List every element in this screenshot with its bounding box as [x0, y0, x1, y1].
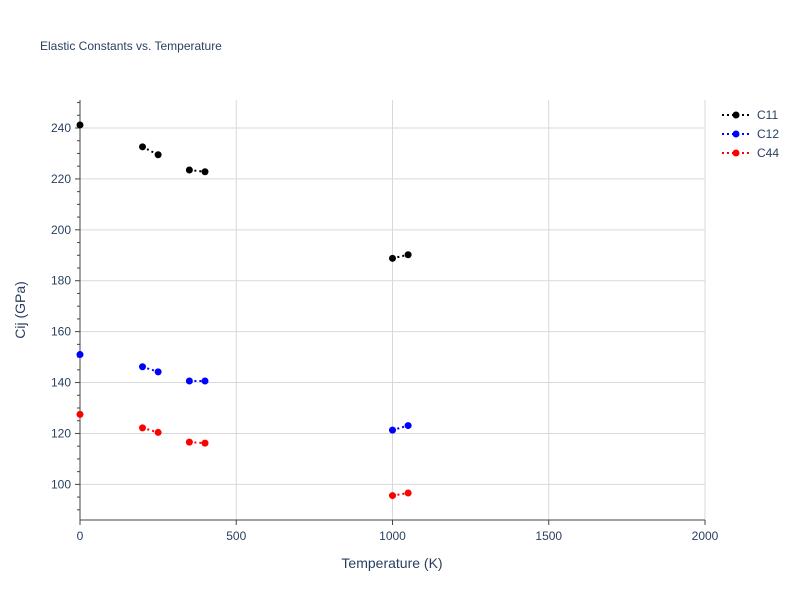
x-axis-label: Temperature (K) [341, 555, 442, 571]
x-tick-label: 2000 [692, 529, 719, 543]
data-point[interactable] [404, 422, 412, 430]
y-tick-label: 240 [51, 121, 71, 135]
legend-item-c44[interactable]: C44 [722, 146, 779, 160]
y-tick-label: 120 [51, 426, 71, 440]
legend-item-c11[interactable]: C11 [722, 108, 778, 122]
x-tick-label: 1000 [379, 529, 406, 543]
legend-item-c12[interactable]: C12 [722, 127, 779, 141]
data-point[interactable] [201, 377, 209, 385]
data-point[interactable] [185, 438, 193, 446]
x-tick-label: 1500 [535, 529, 562, 543]
y-tick-label: 200 [51, 223, 71, 237]
data-point[interactable] [201, 168, 209, 176]
legend-label: C12 [757, 127, 779, 141]
chart-title: Elastic Constants vs. Temperature [40, 39, 222, 53]
y-tick-label: 160 [51, 325, 71, 339]
data-point[interactable] [389, 492, 396, 500]
series-c12 [76, 351, 412, 434]
data-point[interactable] [76, 351, 84, 359]
data-point[interactable] [404, 489, 412, 497]
series-c11 [76, 121, 412, 262]
data-point[interactable] [404, 251, 412, 259]
data-point[interactable] [389, 254, 396, 262]
data-point[interactable] [389, 426, 396, 434]
legend-marker [732, 130, 740, 138]
legend-marker [732, 111, 740, 119]
data-point[interactable] [139, 363, 146, 371]
x-tick-label: 500 [226, 529, 246, 543]
y-axis-label: Cij (GPa) [12, 281, 28, 339]
y-tick-label: 220 [51, 172, 71, 186]
legend[interactable]: C11 C12 C44 [722, 108, 779, 160]
data-point[interactable] [201, 439, 209, 447]
data-point[interactable] [185, 377, 193, 385]
series-c44 [76, 410, 412, 500]
data-point[interactable] [76, 121, 84, 129]
legend-label: C44 [757, 146, 779, 160]
legend-marker [732, 149, 740, 157]
legend-label: C11 [757, 108, 778, 122]
data-point[interactable] [76, 410, 84, 418]
axis-layer: 0 500 1000 1500 2000 100 120 140 160 180 200 220 240 [51, 100, 719, 543]
grid-layer [80, 100, 706, 520]
y-tick-label: 140 [51, 376, 71, 390]
data-point[interactable] [154, 151, 162, 159]
data-point[interactable] [154, 368, 162, 376]
data-point[interactable] [185, 166, 193, 174]
data-point[interactable] [139, 143, 146, 151]
data-point[interactable] [139, 424, 146, 432]
series-layer [76, 121, 412, 500]
y-tick-label: 180 [51, 274, 71, 288]
data-point[interactable] [154, 428, 162, 436]
y-tick-label: 100 [51, 477, 71, 491]
x-tick-label: 0 [77, 529, 84, 543]
